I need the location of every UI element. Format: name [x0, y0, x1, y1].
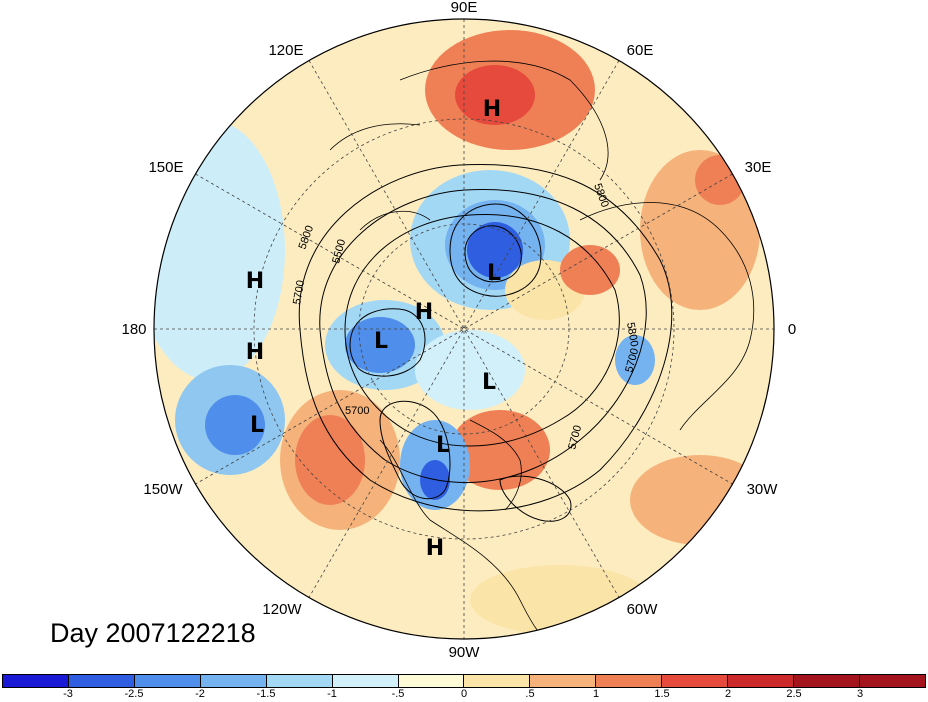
anomaly-region [450, 410, 550, 490]
lon-label-120e: 120E [268, 42, 303, 59]
colorbar-swatch [464, 675, 531, 687]
colorbar-label: -.5 [391, 688, 405, 700]
colorbar-swatch [200, 675, 267, 687]
contour-label: 5800 [624, 321, 640, 347]
contour-label: 5700 [345, 405, 369, 417]
anomaly-region [630, 455, 770, 545]
colorbar-label: -2 [195, 688, 205, 700]
anomaly-region [695, 155, 745, 205]
pressure-center-high: H [415, 300, 433, 325]
coastlines [329, 60, 755, 639]
contour-label: 5700 [291, 279, 307, 305]
colorbar-swatch [728, 675, 795, 687]
anomaly-region [295, 415, 365, 505]
colorbar-swatch [134, 675, 201, 687]
colorbar-labels: -3 -2.5 -2 -1.5 -1 -.5 0 .5 1 1.5 2 2.5 3 [0, 688, 928, 702]
pressure-center-low: L [436, 433, 450, 458]
lon-label-90w: 90W [449, 644, 481, 661]
lon-label-120w: 120W [262, 601, 302, 618]
colorbar-swatch [662, 675, 729, 687]
colorbar-swatch [859, 675, 925, 687]
colorbar-swatch [266, 675, 333, 687]
lon-label-90e: 90E [451, 0, 478, 16]
anomaly-region [415, 330, 525, 410]
anomaly-region [205, 395, 265, 455]
colorbar-swatch [398, 675, 465, 687]
colorbar-label: 3 [856, 688, 864, 700]
graticule [154, 19, 774, 639]
colorbar [2, 674, 926, 688]
colorbar-label: -2.5 [124, 688, 144, 700]
colorbar-label: 2.5 [786, 688, 802, 700]
lon-label-150e: 150E [148, 159, 183, 176]
pressure-center-high: H [426, 536, 444, 561]
colorbar-swatch [3, 675, 69, 687]
lon-label-30w: 30W [747, 481, 779, 498]
pressure-center-low: L [374, 329, 388, 354]
lon-label-180: 180 [121, 321, 146, 338]
colorbar-swatch [794, 675, 860, 687]
colorbar-swatch [332, 675, 399, 687]
anomaly-region [345, 317, 415, 373]
colorbar-label: 1 [592, 688, 600, 700]
colorbar-label: -3 [63, 688, 73, 700]
anomaly-region [470, 565, 650, 635]
colorbar-label: 2 [724, 688, 732, 700]
height-contours [298, 163, 673, 522]
colorbar-label: -1.5 [256, 688, 276, 700]
anomaly-region [455, 65, 535, 125]
colorbar-swatch [68, 675, 135, 687]
pressure-center-high: H [483, 97, 501, 122]
colorbar-swatch [530, 675, 597, 687]
colorbar-swatch [596, 675, 663, 687]
lon-label-30e: 30E [745, 159, 772, 176]
anomaly-region [560, 245, 620, 295]
colorbar-label: .5 [525, 688, 535, 700]
pressure-center-high: H [246, 340, 264, 365]
anomaly-region [467, 222, 523, 278]
colorbar-label: 1.5 [654, 688, 670, 700]
map-border [153, 18, 775, 640]
colorbar-label: -1 [327, 688, 337, 700]
lon-label-0: 0 [788, 321, 796, 338]
pressure-center-low: L [482, 370, 496, 395]
lon-label-60w: 60W [627, 601, 659, 618]
pressure-center-high: H [246, 269, 264, 294]
anomaly-region [615, 335, 655, 385]
pressure-center-low: L [250, 413, 264, 438]
map-title: Day 2007122218 [50, 618, 256, 648]
pressure-center-low: L [487, 261, 501, 286]
colorbar-label: 0 [460, 688, 468, 700]
lon-label-150w: 150W [143, 481, 183, 498]
lon-label-60e: 60E [627, 42, 654, 59]
